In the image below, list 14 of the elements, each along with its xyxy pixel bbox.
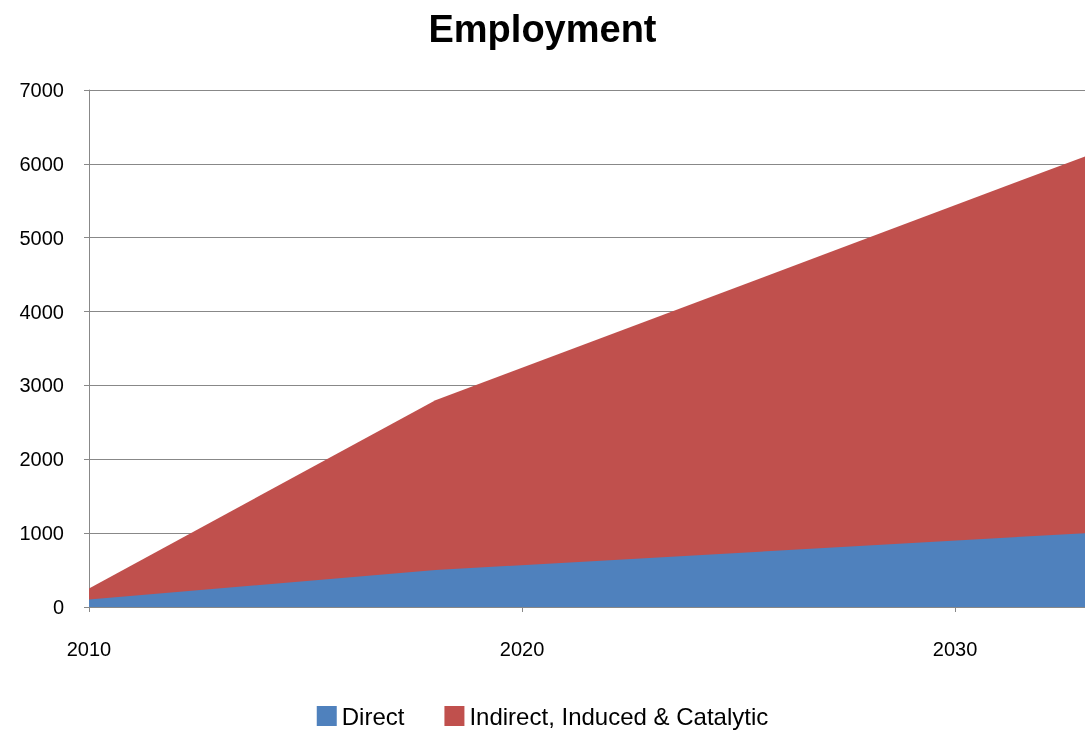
y-tick-label: 4000 xyxy=(19,300,64,323)
legend-label: Indirect, Induced & Catalytic xyxy=(469,702,769,730)
y-tick-label: 6000 xyxy=(19,152,64,175)
x-tick-label: 2030 xyxy=(932,638,978,660)
x-tick-label: 2020 xyxy=(499,638,545,660)
y-tick-label: 0 xyxy=(52,596,64,618)
legend-label: Direct xyxy=(341,702,405,730)
y-tick-label: 5000 xyxy=(19,226,64,249)
y-tick-label: 3000 xyxy=(19,374,64,397)
y-tick-label: 7000 xyxy=(19,79,64,101)
y-tick-label: 1000 xyxy=(19,522,64,545)
y-tick-label: 2000 xyxy=(19,448,64,471)
chart-title: Employment xyxy=(428,8,657,50)
x-tick-label: 2010 xyxy=(66,638,112,660)
